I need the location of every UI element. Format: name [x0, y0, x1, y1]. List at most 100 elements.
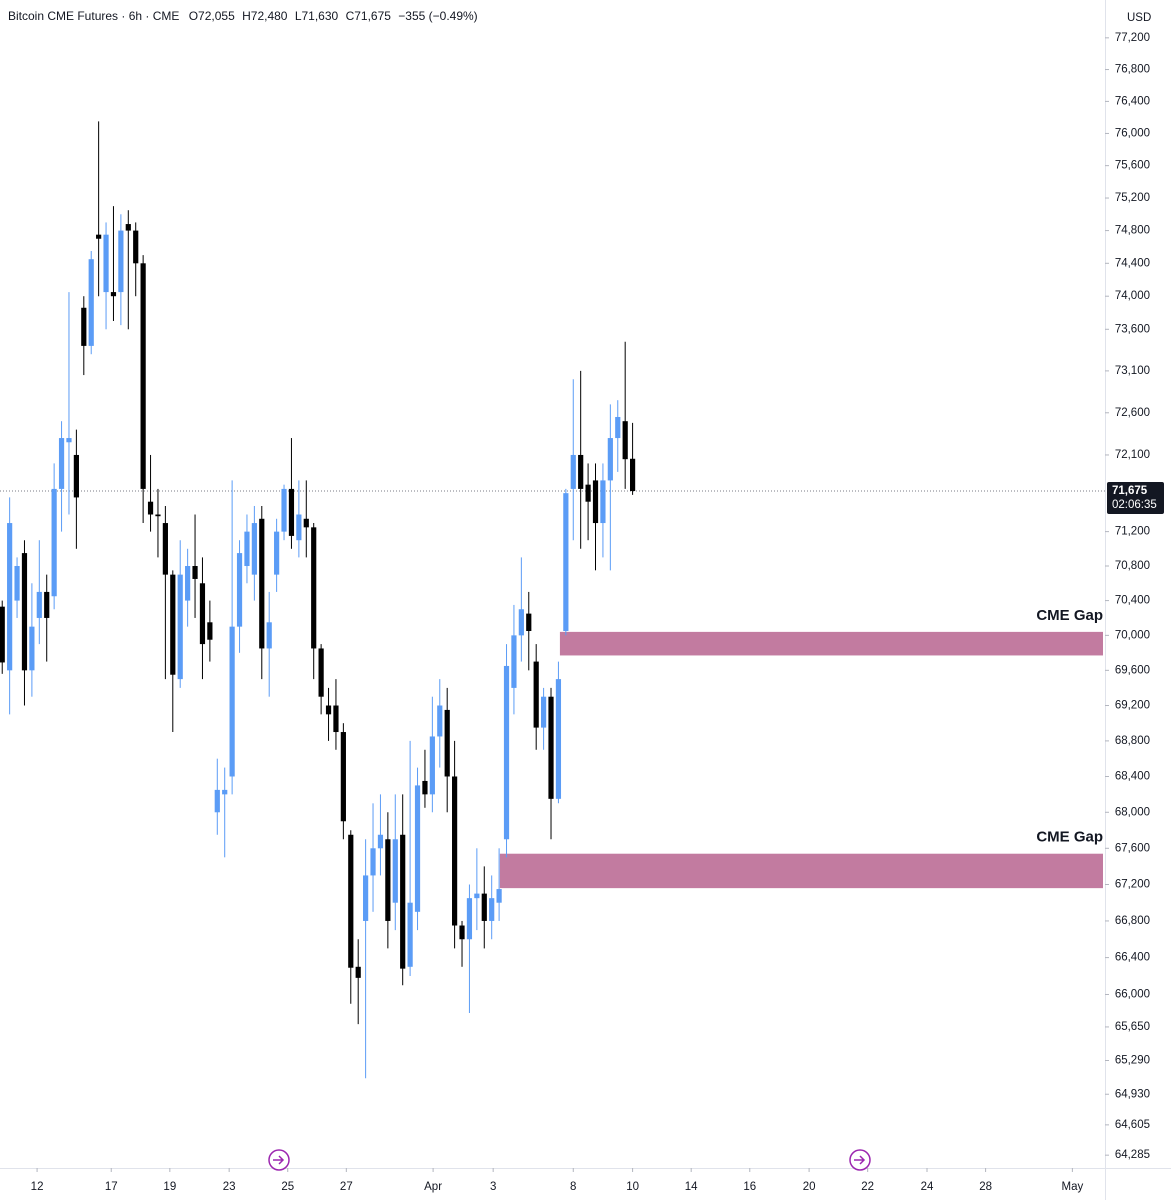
candle-body	[585, 484, 591, 502]
y-tick-label: 76,000	[1115, 127, 1150, 139]
last-price-box	[1107, 482, 1164, 515]
candle-body	[244, 531, 250, 567]
candle-body	[303, 518, 309, 528]
x-tick-label: 25	[281, 1181, 294, 1193]
candle-body	[452, 776, 458, 926]
y-tick-label: 65,650	[1115, 1021, 1150, 1033]
ohlc-close: C71,675	[346, 9, 392, 23]
candle-body	[363, 875, 369, 921]
y-tick-label: 76,400	[1115, 95, 1150, 107]
x-tick-label: Apr	[424, 1181, 442, 1193]
candle-body	[333, 705, 339, 733]
candle-body	[429, 736, 435, 795]
y-tick-label: 75,600	[1115, 160, 1150, 172]
candle-body	[444, 709, 450, 777]
y-tick-label: 75,200	[1115, 192, 1150, 204]
x-tick-label: 28	[979, 1181, 992, 1193]
candle-body	[481, 893, 487, 921]
candle-body	[503, 665, 510, 840]
x-tick-label: 19	[163, 1181, 176, 1193]
ohlc-high: H72,480	[242, 9, 288, 23]
candle-body	[570, 454, 576, 489]
candle-body	[66, 438, 72, 443]
y-tick-label: 72,100	[1115, 449, 1150, 461]
candle-body	[125, 224, 131, 231]
y-tick-label: 64,930	[1115, 1088, 1150, 1100]
last-price-label: 71,675	[1112, 485, 1148, 497]
event-icon[interactable]	[268, 1149, 290, 1171]
candle-body	[414, 785, 421, 912]
y-tick-label: 68,000	[1115, 806, 1150, 818]
candle-body	[511, 635, 517, 688]
candle-body	[58, 438, 65, 489]
candle-body	[222, 789, 228, 795]
candle-body	[489, 898, 495, 921]
candle-body	[555, 679, 562, 799]
candle-body	[199, 583, 206, 645]
candle-body	[140, 263, 146, 489]
candle-body	[622, 421, 628, 460]
candle-body	[466, 898, 473, 940]
candle-body	[14, 566, 20, 601]
candle-body	[274, 531, 280, 575]
x-tick-label: 20	[803, 1181, 816, 1193]
symbol: Bitcoin CME Futures · 6h · CME	[8, 9, 179, 23]
candle-body	[422, 780, 428, 795]
candle-body	[496, 889, 502, 903]
candle-body	[563, 493, 569, 632]
candle-body	[548, 696, 554, 799]
y-tick-label: 67,600	[1115, 842, 1150, 854]
candle-body	[214, 789, 220, 813]
candle-body	[73, 454, 79, 498]
y-tick-label: 64,285	[1115, 1149, 1150, 1161]
candle-body	[348, 834, 354, 968]
gap-label: CME Gap	[1036, 607, 1103, 624]
candle-body	[629, 458, 636, 492]
y-tick-label: 70,800	[1115, 560, 1150, 572]
y-tick-label: 69,600	[1115, 664, 1150, 676]
currency: USD	[1127, 12, 1151, 24]
candle-body	[370, 848, 376, 876]
candle-body	[311, 527, 317, 649]
candle-body	[229, 626, 235, 777]
y-tick-label: 73,100	[1115, 365, 1150, 377]
candle-body	[118, 230, 124, 293]
candle-body	[192, 566, 198, 579]
candle-body	[437, 705, 443, 737]
candle-body	[607, 438, 613, 481]
y-tick-label: 66,400	[1115, 952, 1150, 964]
cme-gap	[499, 853, 1103, 889]
candle-body	[325, 705, 332, 715]
y-tick-label: 69,200	[1115, 700, 1150, 712]
candle-body	[340, 732, 346, 822]
candle-body	[207, 622, 213, 640]
candle-body	[592, 480, 599, 524]
candle-body	[236, 553, 243, 627]
x-tick-label: 22	[861, 1181, 874, 1193]
y-tick-label: 65,290	[1115, 1055, 1150, 1067]
candle-body	[251, 523, 257, 575]
y-tick-label: 66,000	[1115, 989, 1150, 1001]
y-tick-label: 73,600	[1115, 323, 1150, 335]
x-tick-label: 27	[340, 1181, 353, 1193]
candle-body	[615, 416, 621, 439]
candle-body	[21, 553, 28, 671]
candle-body	[600, 480, 606, 524]
y-tick-label: 74,400	[1115, 257, 1150, 269]
candle-body	[518, 609, 524, 636]
candle-body	[147, 501, 154, 515]
ohlc-low: L71,630	[295, 9, 339, 23]
x-tick-label: 17	[105, 1181, 118, 1193]
x-tick-label: 14	[685, 1181, 698, 1193]
candle-body	[0, 606, 5, 663]
x-tick-label: 8	[570, 1181, 576, 1193]
ohlc-change: −355 (−0.49%)	[398, 9, 477, 23]
x-tick-label: May	[1062, 1181, 1084, 1193]
event-icon[interactable]	[849, 1149, 871, 1171]
cme-gap	[559, 631, 1103, 656]
candle-body	[36, 591, 42, 618]
y-tick-label: 68,400	[1115, 771, 1150, 783]
candle-body	[288, 488, 295, 536]
